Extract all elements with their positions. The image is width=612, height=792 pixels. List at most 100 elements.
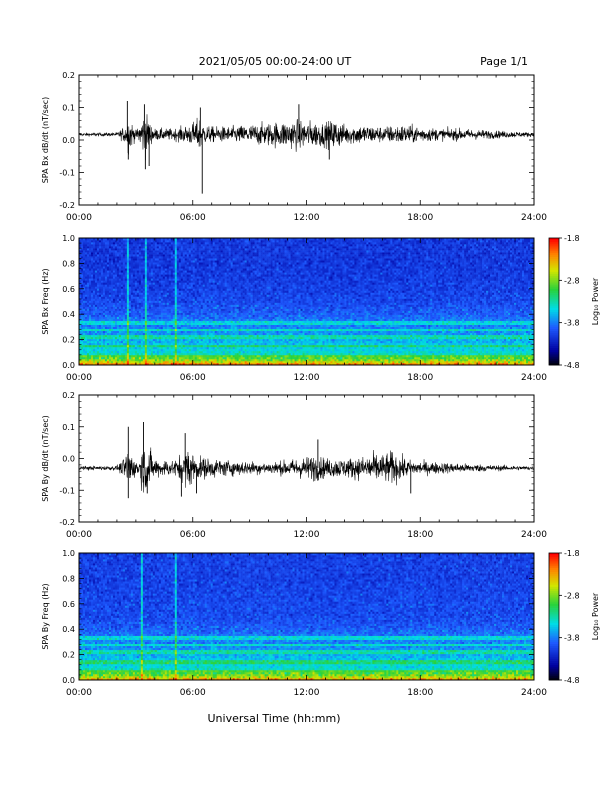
heatmap-cell [428,340,431,344]
heatmap-cell [166,338,170,342]
heatmap-cell [118,346,122,350]
heatmap-cell [476,342,479,346]
heatmap-cell [188,338,192,342]
heatmap-cell [114,338,118,342]
heatmap-cell [302,332,305,336]
heatmap-cell [350,332,353,336]
heatmap-cell [436,336,439,340]
heatmap-cell [332,324,335,327]
heatmap-cell [106,342,110,346]
heatmap-cell [430,336,433,340]
heatmap-cell [436,362,439,366]
heatmap-cell [240,344,243,348]
heatmap-cell [488,346,491,350]
heatmap-cell [294,340,297,344]
heatmap-cell [306,362,309,366]
heatmap-cell [120,328,124,332]
heatmap-cell [106,330,110,334]
heatmap-cell [502,354,505,358]
heatmap-cell [114,326,118,330]
heatmap-cell [424,322,427,325]
heatmap-cell [438,344,441,348]
heatmap-cell [522,334,525,338]
heatmap-cell [370,348,373,352]
heatmap-cell [282,356,285,360]
heatmap-cell [208,326,212,330]
heatmap-cell [84,350,88,354]
heatmap-cell [81,322,84,325]
heatmap-cell [444,350,447,354]
heatmap-cell [420,326,423,330]
heatmap-cell [256,358,259,362]
heatmap-cell [138,342,142,346]
heatmap-cell [200,352,204,356]
heatmap-cell [488,348,491,352]
heatmap-cell [516,362,519,366]
heatmap-cell [404,354,407,358]
heatmap-cell [472,354,475,358]
heatmap-cell [100,320,104,323]
heatmap-cell [276,324,279,327]
heatmap-cell [502,356,505,360]
heatmap-cell [100,350,104,354]
heatmap-cell [302,350,305,354]
heatmap-cell [248,336,251,340]
heatmap-cell [266,324,269,327]
heatmap-cell [520,326,523,330]
heatmap-cell [250,332,253,336]
heatmap-cell [220,338,223,342]
heatmap-cell [322,356,325,360]
heatmap-cell [484,340,487,344]
heatmap-cell [270,356,273,360]
heatmap-cell [120,330,124,334]
heatmap-cell [202,350,206,354]
heatmap-cell [416,354,419,358]
heatmap-cell [502,346,505,350]
heatmap-cell [344,338,347,342]
heatmap-cell [434,354,437,358]
heatmap-cell [92,322,96,325]
heatmap-cell [286,350,289,354]
heatmap-cell [86,348,90,352]
heatmap-cell [498,334,501,338]
heatmap-cell [446,362,449,366]
heatmap-cell [194,338,198,342]
heatmap-cell [258,348,261,352]
heatmap-cell [496,330,499,334]
heatmap-cell [312,324,315,327]
heatmap-cell [200,338,204,342]
heatmap-cell [378,328,381,332]
heatmap-cell [106,338,110,342]
heatmap-cell [188,340,192,344]
heatmap-cell [174,342,178,346]
heatmap-cell [498,354,501,358]
heatmap-cell [408,330,411,334]
heatmap-cell [100,324,104,327]
heatmap-cell [532,326,535,330]
heatmap-cell [418,352,421,356]
heatmap-cell [508,360,511,364]
heatmap-cell [436,338,439,342]
heatmap-cell [472,340,475,344]
heatmap-cell [164,356,168,360]
heatmap-cell [318,330,321,334]
heatmap-cell [142,330,146,334]
heatmap-cell [336,332,339,336]
heatmap-cell [298,354,301,358]
heatmap-cell [394,360,397,364]
heatmap-cell [104,332,108,336]
heatmap-cell [418,362,421,366]
heatmap-cell [422,328,425,332]
heatmap-cell [310,322,313,325]
heatmap-cell [116,342,120,346]
heatmap-cell [264,352,267,356]
heatmap-cell [152,332,156,336]
heatmap-cell [512,362,515,366]
heatmap-cell [412,360,415,364]
heatmap-cell [448,340,451,344]
heatmap-cell [230,348,233,352]
heatmap-cell [488,356,491,360]
heatmap-cell [206,332,210,336]
heatmap-cell [166,346,170,350]
heatmap-cell [490,360,493,364]
